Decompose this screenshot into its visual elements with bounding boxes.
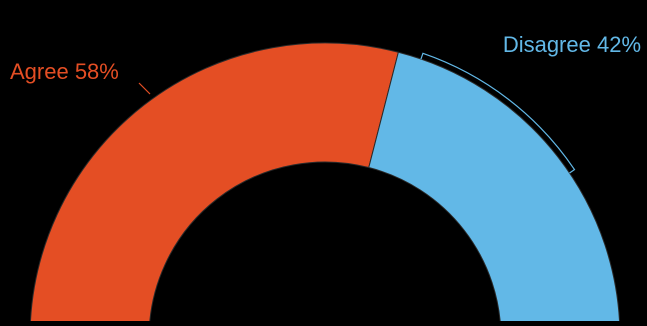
slice-agree — [29, 42, 399, 326]
slice-disagree — [368, 51, 621, 326]
slice-label-agree: Agree 58% — [10, 59, 119, 84]
slice-label-disagree: Disagree 42% — [503, 32, 641, 57]
leader-lines-group — [138, 52, 576, 174]
leader-line-agree — [138, 82, 151, 95]
slices-group — [29, 42, 621, 326]
leader-bracket-disagree — [420, 52, 576, 174]
